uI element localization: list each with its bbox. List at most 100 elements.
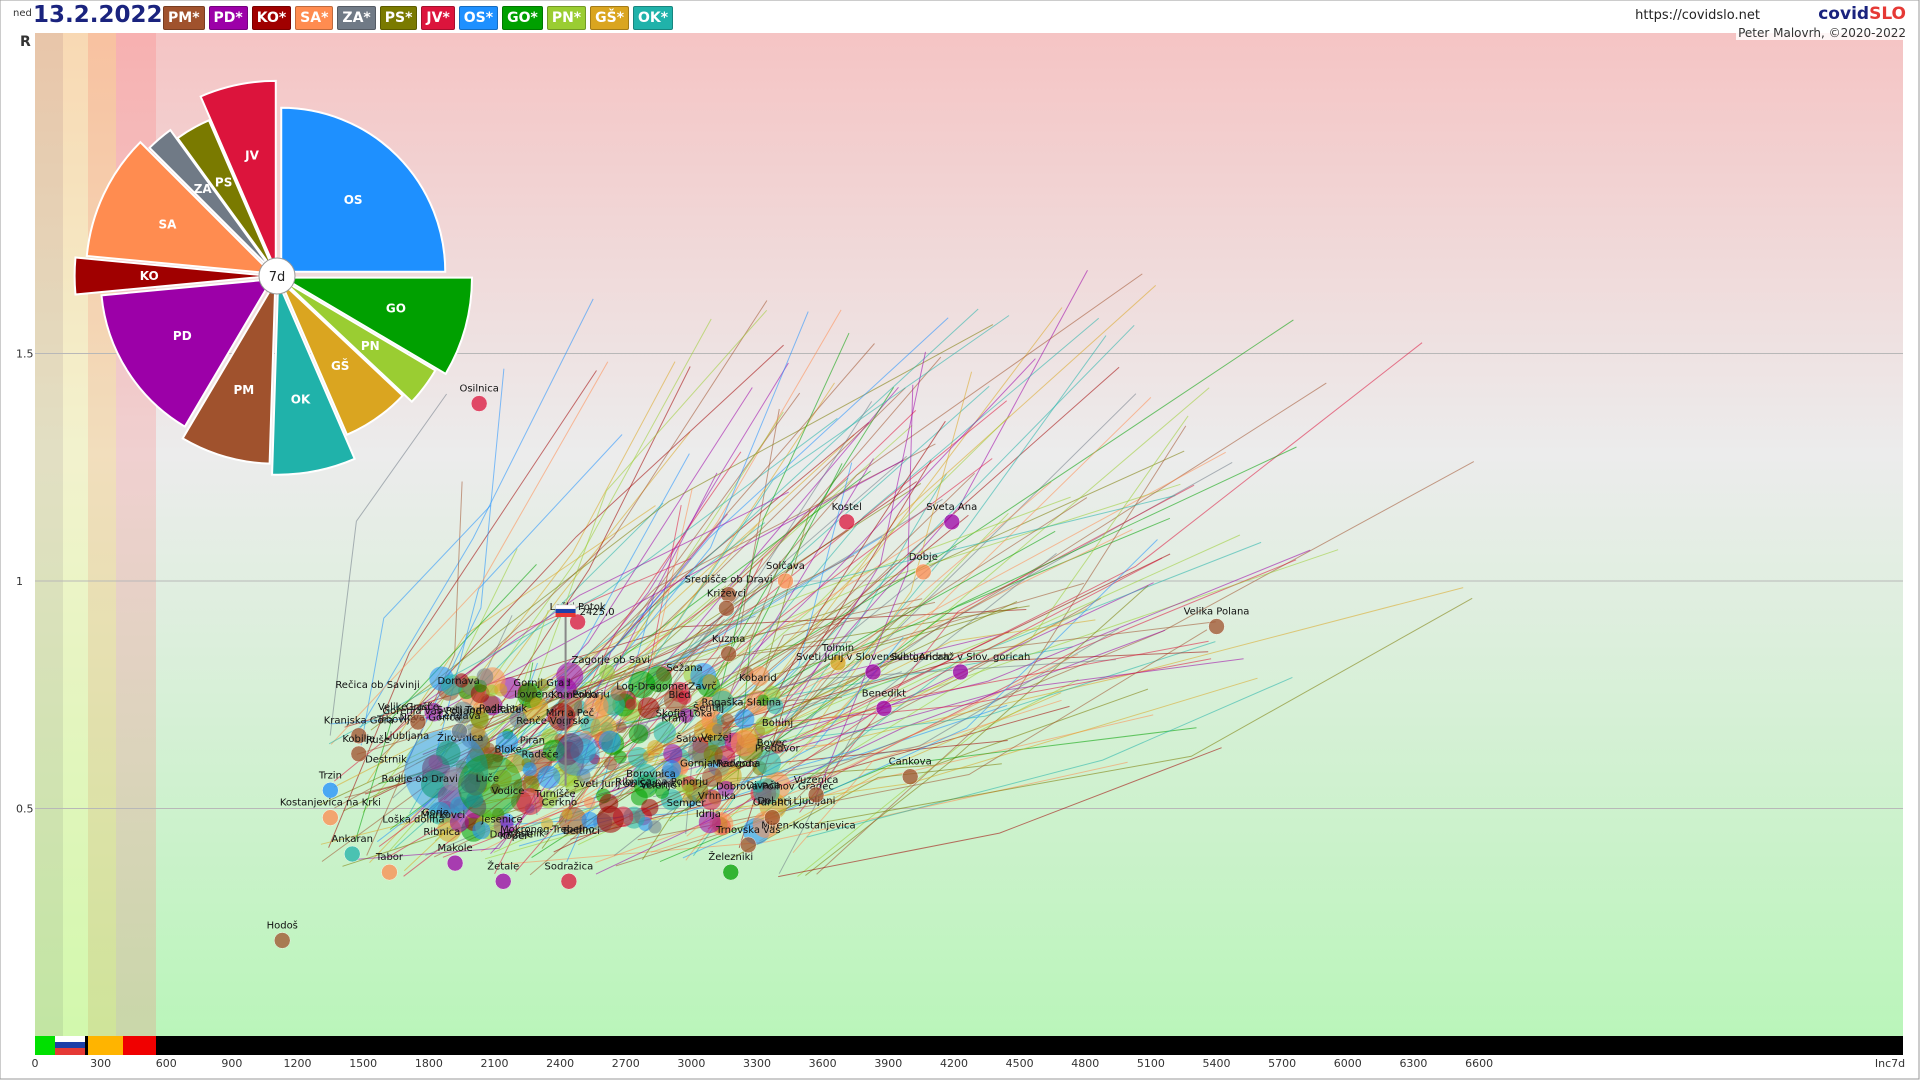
- slovenia-marker: 2425,0: [555, 604, 615, 786]
- municipality-dot: [703, 744, 723, 764]
- municipality-dot: [542, 739, 565, 762]
- legend-chip-pd[interactable]: PD*: [208, 6, 248, 30]
- x-tick-label: 3300: [743, 1057, 771, 1070]
- trend-line: [529, 472, 975, 876]
- municipality-dot: [479, 746, 503, 770]
- municipality-dot: [538, 789, 558, 809]
- legend-chip-ps[interactable]: PS*: [379, 6, 418, 30]
- municipality-label: Ljubljana: [384, 731, 429, 742]
- point-dot: [350, 727, 368, 744]
- legend-chip-pm[interactable]: PM*: [163, 6, 205, 30]
- municipality-label: Rečica ob Savinji: [335, 679, 419, 691]
- point-label: Kostel: [832, 502, 862, 513]
- x-tick-label: 2400: [546, 1057, 574, 1070]
- point-dot: [718, 600, 735, 617]
- municipality-dot: [646, 666, 673, 693]
- municipality-dot: [583, 693, 609, 720]
- municipality-label: Cerkno: [542, 798, 578, 809]
- municipality-dot: [766, 697, 784, 715]
- municipality-dot: [757, 694, 769, 706]
- municipality-label: Radeče: [522, 748, 559, 760]
- trend-line: [595, 653, 1079, 864]
- trend-line: [534, 308, 979, 726]
- municipality-dot: [749, 666, 770, 687]
- legend-chip-gš[interactable]: GŠ*: [590, 6, 630, 30]
- municipality-label: Log-Dragomer: [616, 682, 689, 693]
- municipality-dot: [472, 821, 491, 840]
- point-dot: [446, 854, 464, 872]
- point-label: Hodoš: [267, 919, 298, 931]
- flag-red: [555, 613, 576, 617]
- municipality-dot: [662, 759, 682, 779]
- municipality-label: Kranj: [661, 714, 687, 725]
- pie-slice-pm: [181, 281, 277, 465]
- point-dot: [1208, 618, 1225, 635]
- municipality-dot: [655, 785, 669, 799]
- municipality-dot: [598, 730, 621, 753]
- trend-line: [366, 505, 656, 784]
- point-dot: [901, 768, 919, 785]
- municipality-label: Podlehnik: [479, 703, 528, 714]
- point-dot: [807, 786, 825, 804]
- point-label: Dobje: [909, 552, 938, 563]
- pie-slice-label: PS: [215, 175, 232, 189]
- municipality-dot: [630, 788, 648, 806]
- pie-slice-label: GO: [386, 302, 406, 316]
- brand-part2: SLO: [1869, 4, 1906, 24]
- point-dot: [915, 563, 932, 581]
- point-label: Osilnica: [459, 384, 498, 395]
- author-credit: Peter Malovrh, ©2020-2022: [1736, 26, 1908, 40]
- municipality-dot: [513, 779, 527, 793]
- legend-chip-za[interactable]: ZA*: [337, 6, 376, 30]
- pie-center-label: 7d: [269, 270, 286, 285]
- municipality-dot: [537, 765, 561, 789]
- trend-line: [609, 315, 1010, 725]
- municipality-dot: [678, 708, 694, 723]
- trend-line: [370, 324, 994, 731]
- legend-chip-pn[interactable]: PN*: [546, 6, 587, 30]
- municipality-dot: [734, 709, 755, 730]
- municipality-label: Vrhnika: [698, 791, 736, 802]
- municipality-label: Rače: [497, 704, 522, 716]
- trend-line: [362, 548, 518, 813]
- point-dot: [322, 782, 339, 799]
- legend-chip-go[interactable]: GO*: [502, 6, 543, 30]
- trend-line: [758, 692, 1062, 842]
- trend-line: [761, 420, 946, 723]
- legend-chip-ok[interactable]: OK*: [633, 6, 674, 30]
- brand-part1: covid: [1818, 4, 1870, 24]
- municipality-label: Zagorje ob Savi: [572, 655, 650, 666]
- flag-blue: [555, 609, 576, 613]
- bubble-large: [555, 731, 600, 776]
- legend-chip-ko[interactable]: KO*: [251, 6, 292, 30]
- municipality-dot: [492, 808, 505, 821]
- municipality-dot: [445, 767, 465, 786]
- legend-chip-jv[interactable]: JV*: [421, 6, 455, 30]
- municipality-dot: [637, 697, 660, 719]
- point-label: Vuzenica: [794, 775, 839, 786]
- municipality-dot: [530, 697, 543, 710]
- municipality-dot: [632, 763, 658, 789]
- date-prefix: ned: [13, 8, 32, 19]
- municipality-label: Mokronog-Trebelno: [500, 824, 594, 835]
- municipality-dot: [756, 750, 781, 776]
- point-label: Lendava: [438, 711, 480, 722]
- legend-chip-sa[interactable]: SA*: [295, 6, 334, 30]
- site-url-link[interactable]: https://covidslo.net: [1635, 8, 1760, 23]
- municipality-label: Divača: [747, 780, 781, 792]
- pie-slice-label: PD: [173, 329, 192, 343]
- municipality-dot: [470, 710, 489, 729]
- municipality-label: Preddvor: [755, 744, 801, 755]
- trend-line: [329, 393, 448, 736]
- point-label: Kranjska Gora: [324, 716, 394, 727]
- trend-line: [815, 597, 1473, 825]
- point-dot: [943, 513, 961, 531]
- municipality-dot: [711, 690, 734, 713]
- municipality-dot: [599, 664, 615, 681]
- trend-line: [639, 273, 1143, 724]
- legend-chip-os[interactable]: OS*: [458, 6, 499, 30]
- municipality-dot: [450, 796, 470, 816]
- municipality-dot: [643, 750, 655, 762]
- trend-line: [570, 705, 1070, 840]
- x-tick-label: 1800: [415, 1057, 443, 1070]
